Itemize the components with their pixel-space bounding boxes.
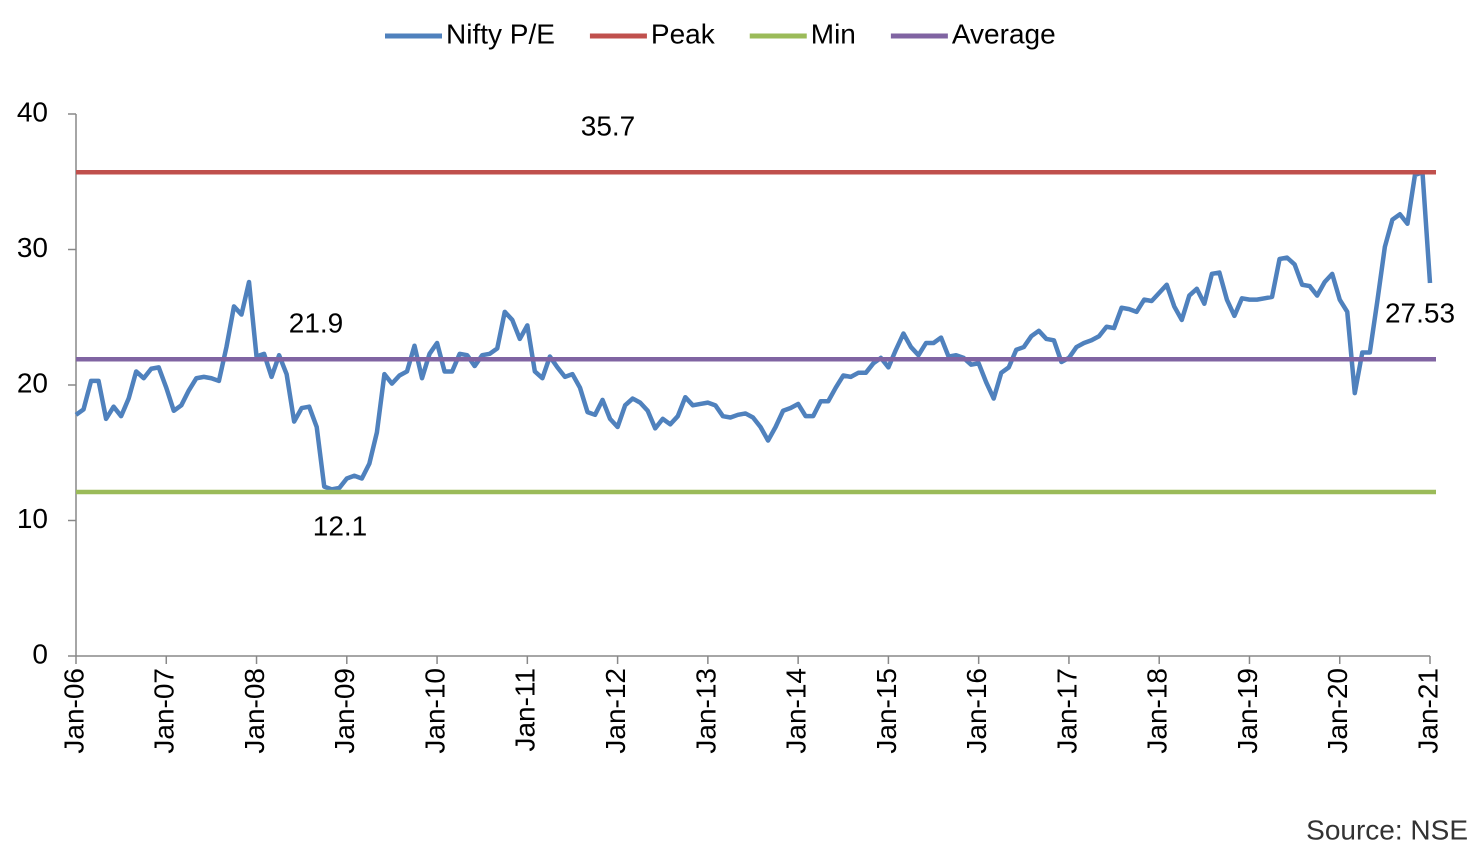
data-label: 12.1 <box>313 510 368 541</box>
x-tick-label: Jan-09 <box>329 668 360 754</box>
y-tick-label: 40 <box>17 96 48 127</box>
source: Source: NSE <box>1306 814 1468 845</box>
series-line <box>74 170 1433 492</box>
y-tick-label: 20 <box>17 367 48 398</box>
legend-label: Nifty P/E <box>446 18 555 49</box>
x-tick-label: Jan-11 <box>510 668 541 752</box>
data-label: 27.53 <box>1385 297 1455 328</box>
legend-label: Average <box>952 18 1056 49</box>
x-tick-label: Jan-21 <box>1412 668 1443 754</box>
x-tick-label: Jan-13 <box>690 668 721 754</box>
x-tick-label: Jan-07 <box>149 668 180 754</box>
x-tick-label: Jan-08 <box>239 668 270 754</box>
legend-label: Min <box>811 18 856 49</box>
data-label: 35.7 <box>581 110 636 141</box>
x-tick-label: Jan-06 <box>58 668 89 754</box>
x-tick-label: Jan-10 <box>419 668 450 754</box>
data-label: 21.9 <box>289 307 344 338</box>
x-tick-label: Jan-12 <box>600 668 631 754</box>
x-tick-label: Jan-14 <box>781 668 812 754</box>
y-tick-label: 30 <box>17 232 48 263</box>
x-tick-label: Jan-19 <box>1232 668 1263 754</box>
x-tick-label: Jan-16 <box>961 668 992 754</box>
x-tick-label: Jan-18 <box>1142 668 1173 754</box>
x-tick-label: Jan-15 <box>871 668 902 754</box>
x-tick-label: Jan-20 <box>1322 668 1353 754</box>
legend-label: Peak <box>651 18 716 49</box>
y-tick-label: 0 <box>32 638 48 669</box>
y-tick-label: 10 <box>17 503 48 534</box>
x-tick-label: Jan-17 <box>1051 668 1082 754</box>
